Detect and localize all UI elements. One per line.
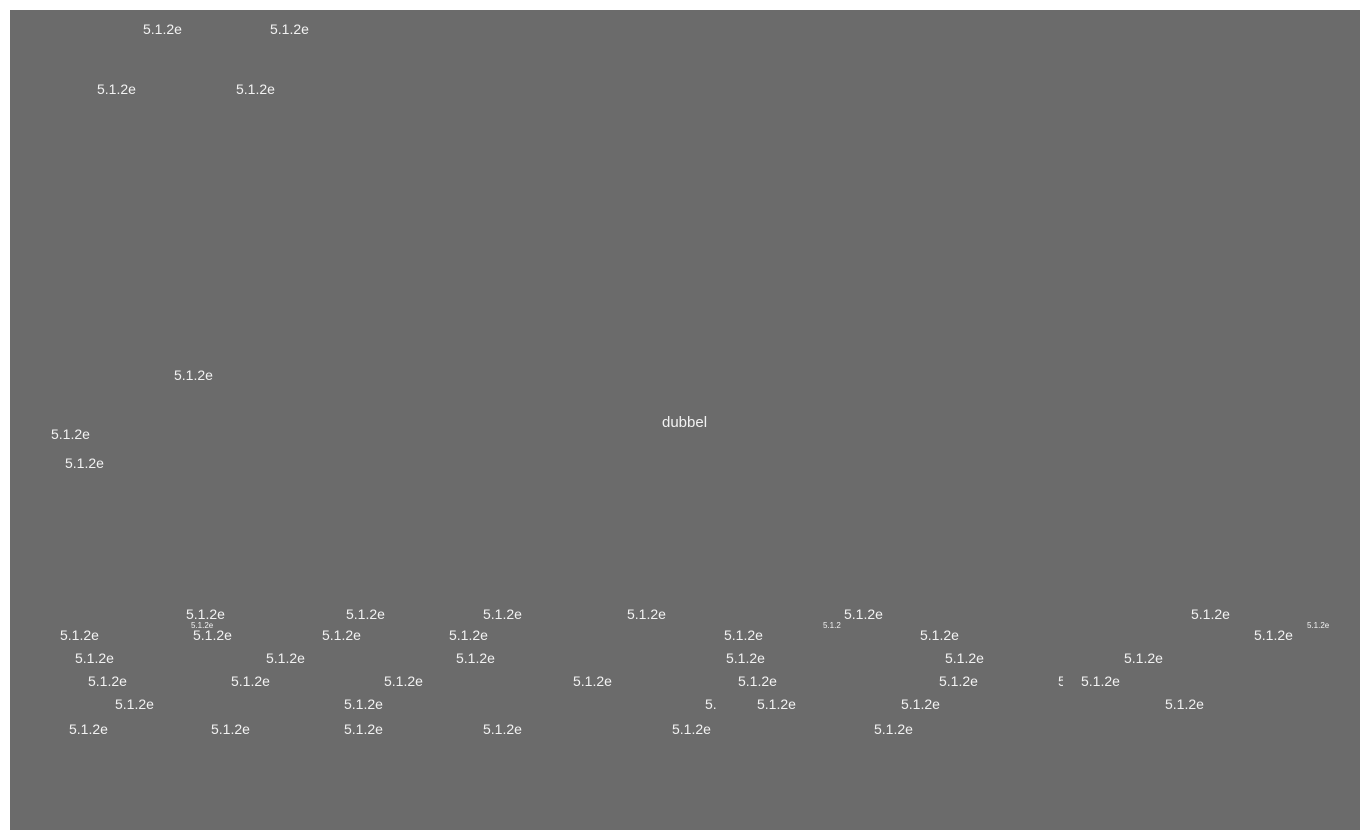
version-label[interactable]: 5.1.2e: [193, 627, 232, 643]
version-label[interactable]: 5.1.2e: [483, 606, 522, 622]
version-label[interactable]: 5.1.2e: [322, 627, 361, 643]
version-label[interactable]: 5.1.2e: [738, 673, 777, 689]
version-label[interactable]: 5.1.2e: [573, 673, 612, 689]
version-label[interactable]: 5.1.2e: [1124, 650, 1163, 666]
version-label[interactable]: 5.1.2e: [69, 721, 108, 737]
version-label[interactable]: 5.1.2e: [1254, 627, 1293, 643]
version-label[interactable]: 5.1.2e: [344, 696, 383, 712]
version-label[interactable]: 5.1.2e: [456, 650, 495, 666]
version-label[interactable]: 5.1.2e: [726, 650, 765, 666]
version-label[interactable]: 5.1.2e: [1165, 696, 1204, 712]
version-label[interactable]: 5.1.2e: [757, 696, 796, 712]
version-label[interactable]: 5.1.2e: [724, 627, 763, 643]
center-label: dubbel: [662, 414, 708, 431]
version-label[interactable]: 5.1.2e: [75, 650, 114, 666]
version-label[interactable]: 5.1.2e: [211, 721, 250, 737]
version-label[interactable]: 5.1.2e: [143, 21, 182, 37]
version-label[interactable]: 5.1.2e: [344, 721, 383, 737]
version-label[interactable]: 5.1.2e: [346, 606, 385, 622]
version-label[interactable]: 5.1.2e: [270, 21, 309, 37]
canvas-area[interactable]: 5.1.2e 5.1.2e 5.1.2e 5.1.2e 5.1.2e 5.1.2…: [10, 10, 1360, 830]
version-label[interactable]: 5.1.2e: [186, 606, 225, 622]
version-label[interactable]: 5.1.2e: [920, 627, 959, 643]
version-label[interactable]: 5.1.2e: [1081, 673, 1120, 689]
version-label[interactable]: 5.1.2e: [384, 673, 423, 689]
version-label[interactable]: 5.1.2e: [88, 673, 127, 689]
version-label[interactable]: 5.1.2e: [939, 673, 978, 689]
version-label[interactable]: 5.1.2e: [672, 721, 711, 737]
version-label[interactable]: 5.1.2e: [266, 650, 305, 666]
version-label[interactable]: 5.1.2e: [449, 627, 488, 643]
version-label[interactable]: 5.1.2e: [874, 721, 913, 737]
version-label[interactable]: 5.1.2e: [231, 673, 270, 689]
version-label[interactable]: 5.1.2e: [236, 81, 275, 97]
version-label-partial[interactable]: 5.: [705, 696, 717, 712]
version-label-small[interactable]: 5.1.2e: [191, 621, 214, 630]
version-label[interactable]: 5.1.2e: [174, 367, 213, 383]
version-label[interactable]: 5.1.2e: [1191, 606, 1230, 622]
version-label[interactable]: 5.1.2e: [60, 627, 99, 643]
version-label[interactable]: 5.1.2e: [51, 426, 90, 442]
version-label[interactable]: 5.1.2e: [901, 696, 940, 712]
version-label[interactable]: 5.1.2e: [97, 81, 136, 97]
version-label[interactable]: 5.1.2e: [627, 606, 666, 622]
version-label[interactable]: 5.1.2e: [115, 696, 154, 712]
version-label[interactable]: 5.1.2e: [483, 721, 522, 737]
version-label-small[interactable]: 5.1.2e: [1307, 621, 1330, 630]
version-label[interactable]: 5.1.2e: [65, 455, 104, 471]
version-label[interactable]: 5.1.2e: [945, 650, 984, 666]
version-label[interactable]: 5.1.2e: [844, 606, 883, 622]
version-label-small[interactable]: 5.1.2: [823, 621, 841, 630]
version-label-partial[interactable]: 5: [1058, 673, 1063, 689]
